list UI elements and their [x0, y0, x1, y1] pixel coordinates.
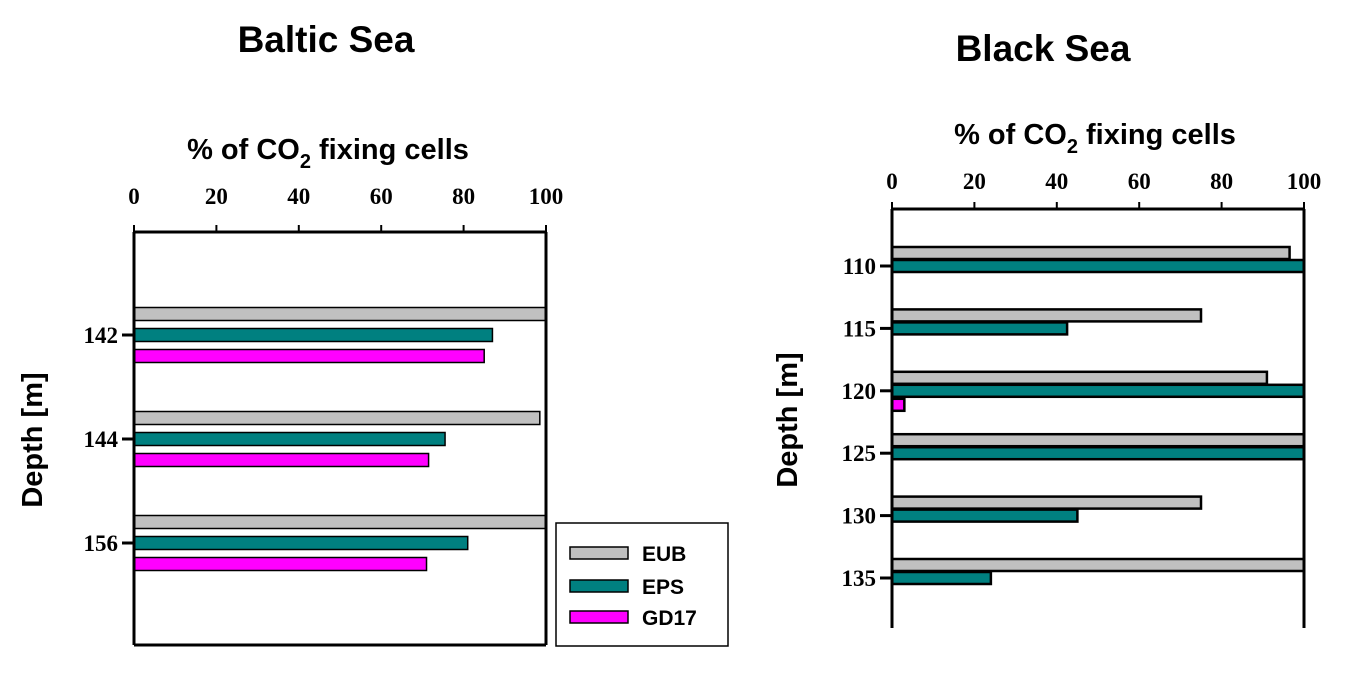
x-axis-title: % of CO2 fixing cells [954, 119, 1236, 158]
bar-eub-120 [890, 370, 1269, 386]
chart-title: Baltic Sea [238, 19, 415, 60]
y-axis-title: Depth [m] [17, 372, 49, 507]
bar-eps-125 [890, 445, 1306, 461]
x-axis-title: % of CO2 fixing cells [187, 134, 469, 173]
x-axis-title-sub: 2 [1067, 136, 1078, 158]
x-axis-title-main: % of CO [954, 119, 1067, 151]
legend-label-eps: EPS [642, 576, 684, 599]
bar-eps-120 [890, 383, 1306, 399]
bar-eub-130 [890, 495, 1203, 510]
bar-eps-115 [890, 321, 1069, 336]
x-tick-label: 80 [452, 184, 475, 209]
legend-swatch-eps [569, 579, 629, 593]
x-tick-label: 100 [529, 184, 564, 209]
black-sea-chart: Black Sea % of CO2 fixing cells Depth [m… [772, 28, 1321, 628]
y-tick-label: 144 [84, 427, 119, 452]
chart-title: Black Sea [956, 28, 1131, 69]
x-tick-label: 40 [287, 184, 310, 209]
bar-eub-156 [133, 514, 547, 530]
y-tick-label: 115 [843, 316, 876, 341]
legend-swatch-eub [569, 546, 629, 560]
bar-eub-135 [890, 557, 1306, 573]
legend: EUB EPS GD17 [555, 522, 729, 647]
bar-eps-130 [890, 508, 1079, 523]
x-tick-label: 20 [205, 184, 228, 209]
y-tick-label: 142 [84, 323, 119, 348]
y-tick-label: 120 [842, 379, 877, 404]
x-tick-label: 40 [1045, 169, 1068, 194]
bar-eub-142 [133, 306, 547, 322]
bar-gd17-142 [133, 348, 485, 364]
x-tick-label: 0 [886, 169, 898, 194]
x-tick-label: 60 [370, 184, 393, 209]
legend-label-eub: EUB [642, 543, 686, 566]
bar-eps-135 [890, 570, 993, 586]
x-tick-label: 80 [1210, 169, 1233, 194]
y-tick-label: 130 [842, 504, 877, 529]
bar-eps-144 [133, 431, 446, 447]
bar-eps-110 [890, 258, 1306, 274]
y-tick-label: 110 [843, 254, 876, 279]
bar-eub-125 [890, 432, 1306, 448]
bar-eps-156 [133, 535, 469, 551]
x-axis-title-rest: fixing cells [1078, 119, 1236, 151]
y-tick-label: 125 [842, 441, 877, 466]
y-tick-label: 156 [84, 531, 119, 556]
y-axis-title: Depth [m] [772, 352, 804, 487]
bar-eub-110 [890, 245, 1291, 261]
x-axis-title-sub: 2 [300, 151, 311, 173]
bar-eps-142 [133, 327, 494, 343]
bar-eub-115 [890, 308, 1203, 323]
x-tick-label: 100 [1287, 169, 1322, 194]
x-tick-label: 60 [1128, 169, 1151, 194]
bar-gd17-120 [890, 397, 906, 413]
y-tick-label: 135 [842, 566, 877, 591]
baltic-sea-chart: Baltic Sea % of CO2 fixing cells Depth [… [17, 19, 729, 647]
x-tick-label: 0 [128, 184, 140, 209]
legend-label-gd17: GD17 [642, 607, 697, 630]
bar-gd17-144 [133, 452, 430, 468]
legend-swatch-gd17 [569, 610, 629, 624]
bar-gd17-156 [133, 556, 428, 572]
x-axis-title-main: % of CO [187, 134, 300, 166]
x-axis-title-rest: fixing cells [311, 134, 469, 166]
bar-eub-144 [133, 410, 541, 426]
x-tick-label: 20 [963, 169, 986, 194]
